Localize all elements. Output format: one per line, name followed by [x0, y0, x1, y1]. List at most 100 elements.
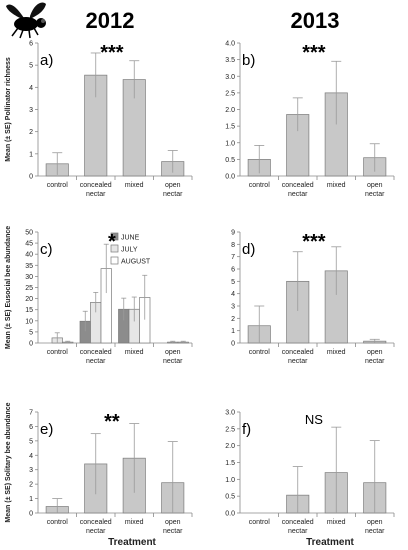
y-axis-label: Mean (± SE) Solitary bee abundance — [5, 402, 12, 522]
x-tick-label-line2: nectar — [288, 358, 308, 365]
x-tick-label: mixed — [125, 182, 144, 189]
y-tick-label: 1.5 — [225, 460, 235, 467]
panel-b: 0.0 0.5 1.0 1.5 2.0 2.5 3.0 3.5 4.0 control concea… — [225, 41, 395, 198]
x-tick-label: concealed — [80, 519, 112, 526]
x-tick-label-line2: nectar — [86, 528, 106, 535]
x-tick-label: mixed — [327, 182, 346, 189]
x-axis-label-2012: Treatment — [108, 537, 156, 548]
panel-label: c) — [40, 241, 53, 258]
x-tick-label: mixed — [125, 519, 144, 526]
y-tick-label: 2 — [29, 482, 33, 489]
y-tick-label: 0.0 — [225, 511, 235, 518]
x-tick-label: concealed — [80, 349, 112, 356]
y-tick-label: 1.0 — [225, 477, 235, 484]
y-tick-label: 1 — [29, 151, 33, 158]
y-tick-label: 0.5 — [225, 494, 235, 501]
y-tick-label: 30 — [25, 274, 33, 281]
y-tick-label: 2.0 — [225, 107, 235, 114]
x-tick-label-line2: nectar — [288, 528, 308, 535]
y-tick-label: 0.5 — [225, 157, 235, 164]
y-tick-label: 0 — [29, 174, 33, 181]
x-tick-label: open — [367, 349, 383, 356]
x-tick-label: control — [47, 182, 68, 189]
y-tick-label: 1 — [231, 328, 235, 335]
legend-swatch-june — [110, 232, 119, 241]
y-tick-label: 2.5 — [225, 90, 235, 97]
legend-swatch-august — [110, 256, 119, 265]
y-tick-label: 3.5 — [225, 57, 235, 64]
x-tick-label: control — [47, 349, 68, 356]
y-tick-label: 5 — [29, 63, 33, 70]
y-tick-label: 35 — [25, 263, 33, 270]
panel-label: b) — [242, 52, 255, 69]
panel-a: 0 1 2 3 4 5 6 control concealed nectar mixed open ne… — [5, 41, 193, 198]
y-axis-label: Mean (± SE) Eusocial bee abundance — [5, 226, 12, 349]
y-tick-label: 50 — [25, 230, 33, 237]
y-tick-label: 1.5 — [225, 124, 235, 131]
y-tick-label: 4.0 — [225, 41, 235, 48]
y-tick-label: 1.0 — [225, 140, 235, 147]
y-tick-label: 6 — [29, 424, 33, 431]
legend-swatch-july — [110, 244, 119, 253]
x-tick-label-line2: nectar — [163, 358, 183, 365]
x-tick-label-line2: nectar — [163, 528, 183, 535]
x-tick-label: control — [249, 349, 270, 356]
x-tick-label: mixed — [125, 349, 144, 356]
y-tick-label: 9 — [231, 230, 235, 237]
panel-label: e) — [40, 421, 53, 438]
x-tick-label-line2: nectar — [365, 528, 385, 535]
year-title-2013: 2013 — [291, 8, 340, 33]
significance-label: ** — [104, 411, 120, 433]
panel-d: 0 1 2 3 4 5 6 7 8 9 control concealed nectar mixed ope… — [231, 230, 395, 365]
y-tick-label: 20 — [25, 296, 33, 303]
y-tick-label: 2.0 — [225, 443, 235, 450]
y-tick-label: 8 — [231, 242, 235, 249]
panel-f: 0.0 0.5 1.0 1.5 2.0 2.5 3.0 control concealed nec… — [225, 410, 395, 535]
x-tick-label: open — [367, 182, 383, 189]
significance-label: NS — [305, 412, 323, 427]
panel-label: f) — [242, 421, 251, 438]
y-tick-label: 25 — [25, 285, 33, 292]
x-tick-label-line2: nectar — [365, 191, 385, 198]
x-tick-label-line2: nectar — [365, 358, 385, 365]
legend-label-june: JUNE — [121, 235, 140, 242]
y-tick-label: 3 — [231, 304, 235, 311]
significance-label: *** — [100, 42, 124, 64]
x-tick-label: control — [47, 519, 68, 526]
x-tick-label: concealed — [282, 349, 314, 356]
x-axis-label-2013: Treatment — [306, 537, 354, 548]
x-tick-label: open — [165, 519, 181, 526]
y-tick-label: 3 — [29, 467, 33, 474]
y-tick-label: 3.0 — [225, 74, 235, 81]
y-tick-label: 7 — [231, 254, 235, 261]
legend-label-july: JULY — [121, 247, 138, 254]
y-tick-label: 0 — [29, 341, 33, 348]
x-tick-label: concealed — [282, 182, 314, 189]
x-tick-label-line2: nectar — [288, 191, 308, 198]
panel-label: d) — [242, 241, 255, 258]
y-tick-label: 40 — [25, 252, 33, 259]
panel-label: a) — [40, 52, 53, 69]
y-axis-label: Mean (± SE) Pollinator richness — [5, 57, 12, 162]
y-tick-label: 5 — [29, 329, 33, 336]
fly-icon — [6, 2, 46, 39]
y-tick-label: 45 — [25, 241, 33, 248]
y-tick-label: 10 — [25, 318, 33, 325]
significance-label: *** — [302, 42, 326, 64]
x-tick-label-line2: nectar — [163, 191, 183, 198]
year-title-2012: 2012 — [86, 8, 135, 33]
x-tick-label-line2: nectar — [86, 191, 106, 198]
x-tick-label: concealed — [80, 182, 112, 189]
y-tick-label: 5 — [231, 279, 235, 286]
y-tick-label: 0.0 — [225, 174, 235, 181]
y-tick-label: 7 — [29, 410, 33, 417]
y-tick-label: 2 — [29, 129, 33, 136]
y-tick-label: 5 — [29, 438, 33, 445]
y-tick-label: 2 — [231, 316, 235, 323]
x-tick-label: control — [249, 519, 270, 526]
y-tick-label: 0 — [231, 341, 235, 348]
x-tick-label: open — [165, 349, 181, 356]
y-tick-label: 3 — [29, 107, 33, 114]
y-tick-label: 3.0 — [225, 410, 235, 417]
panels: 0 1 2 3 45 6 control concealed nectar mixed open ne… — [5, 41, 395, 535]
